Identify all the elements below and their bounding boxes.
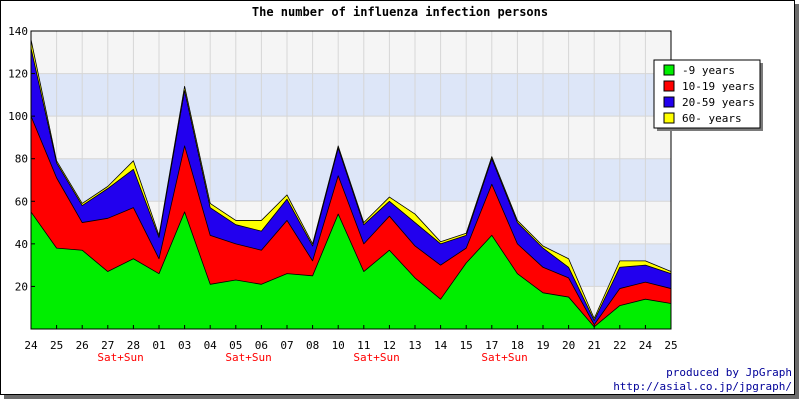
weekend-label: Sat+Sun bbox=[353, 351, 399, 364]
legend-swatch bbox=[663, 80, 675, 92]
plot-border bbox=[30, 30, 672, 330]
x-tick-label: 12 bbox=[383, 339, 396, 352]
x-tick-label: 20 bbox=[562, 339, 575, 352]
x-tick-label: 06 bbox=[255, 339, 268, 352]
chart-title: The number of influenza infection person… bbox=[252, 5, 548, 19]
x-tick-label: 25 bbox=[664, 339, 677, 352]
x-tick-label: 25 bbox=[50, 339, 63, 352]
y-tick-label: 100 bbox=[8, 110, 28, 123]
x-tick-label: 04 bbox=[204, 339, 218, 352]
weekend-label: Sat+Sun bbox=[225, 351, 271, 364]
legend-swatch bbox=[663, 64, 675, 76]
x-tick-label: 10 bbox=[332, 339, 345, 352]
x-tick-label: 27 bbox=[101, 339, 114, 352]
legend-label: 60- years bbox=[682, 112, 742, 125]
x-tick-label: 07 bbox=[280, 339, 293, 352]
x-tick-label: 19 bbox=[536, 339, 549, 352]
legend-label: 10-19 years bbox=[682, 80, 755, 93]
legend-swatch bbox=[663, 112, 675, 124]
credit-line-1: produced by JpGraph bbox=[666, 366, 792, 379]
x-tick-label: 28 bbox=[127, 339, 140, 352]
area-series-1 bbox=[30, 211, 672, 330]
y-tick-label: 80 bbox=[15, 153, 28, 166]
x-tick-label: 22 bbox=[613, 339, 626, 352]
x-tick-label: 11 bbox=[357, 339, 370, 352]
stacked-areas bbox=[30, 39, 672, 330]
x-tick-label: 17 bbox=[485, 339, 498, 352]
axes: 20 40 60 80 100 120 140 24 25 26 27 28 01 03 04 05 06 07 0… bbox=[8, 25, 678, 364]
y-tick-label: 40 bbox=[15, 238, 28, 251]
weekend-label: Sat+Sun bbox=[97, 351, 143, 364]
credit-url[interactable]: http://asial.co.jp/jpgraph/ bbox=[613, 380, 792, 393]
x-tick-label: 03 bbox=[178, 339, 191, 352]
x-tick-label: 01 bbox=[152, 339, 165, 352]
weekend-label: Sat+Sun bbox=[481, 351, 527, 364]
legend: -9 years 10-19 years 20-59 years 60- years bbox=[653, 59, 763, 131]
x-tick-label: 14 bbox=[434, 339, 448, 352]
x-tick-label: 05 bbox=[229, 339, 242, 352]
x-tick-label: 26 bbox=[76, 339, 89, 352]
legend-swatch bbox=[663, 96, 675, 108]
y-tick-label: 140 bbox=[8, 25, 28, 38]
legend-label: -9 years bbox=[682, 64, 735, 77]
y-tick-label: 120 bbox=[8, 68, 28, 81]
x-tick-label: 24 bbox=[639, 339, 653, 352]
x-tick-label: 24 bbox=[24, 339, 38, 352]
x-tick-label: 15 bbox=[460, 339, 473, 352]
legend-label: 20-59 years bbox=[682, 96, 755, 109]
y-tick-label: 60 bbox=[15, 195, 28, 208]
x-tick-label: 21 bbox=[588, 339, 601, 352]
x-tick-label: 18 bbox=[511, 339, 524, 352]
grid-band bbox=[31, 73, 671, 117]
x-tick-label: 08 bbox=[306, 339, 319, 352]
x-tick-label: 13 bbox=[408, 339, 421, 352]
y-tick-label: 20 bbox=[15, 280, 28, 293]
